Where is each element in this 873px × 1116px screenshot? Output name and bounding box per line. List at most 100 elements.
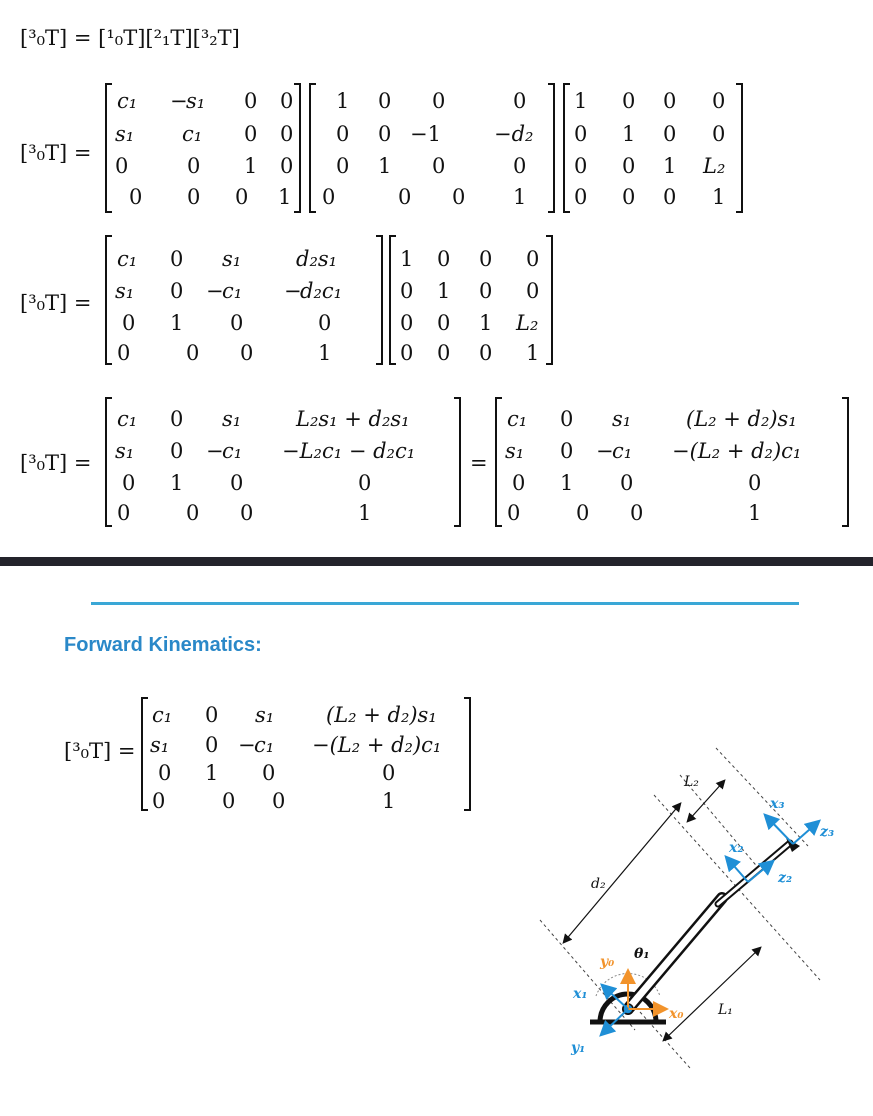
svg-text:1: 1 <box>437 279 450 303</box>
svg-text:1: 1 <box>748 501 761 525</box>
svg-text:s₁: s₁ <box>115 279 134 303</box>
svg-text:−: − <box>170 89 188 113</box>
svg-text:1: 1 <box>205 761 218 785</box>
svg-text:0: 0 <box>280 154 293 178</box>
svg-text:0: 0 <box>187 185 200 209</box>
svg-text:1: 1 <box>663 154 676 178</box>
svg-text:0: 0 <box>187 154 200 178</box>
svg-text:0: 0 <box>663 185 676 209</box>
svg-text:1: 1 <box>574 89 587 113</box>
svg-text:1: 1 <box>382 789 395 813</box>
svg-text:s₁: s₁ <box>222 407 241 431</box>
svg-text:0: 0 <box>452 185 465 209</box>
label-L1: L₁ <box>717 1002 733 1018</box>
svg-text:c₁: c₁ <box>612 439 632 463</box>
svg-text:0: 0 <box>170 439 183 463</box>
svg-text:0: 0 <box>115 154 128 178</box>
svg-text:0: 0 <box>122 311 135 335</box>
svg-text:−(L₂ + d₂)c₁: −(L₂ + d₂)c₁ <box>312 733 441 757</box>
svg-text:L₂: L₂ <box>515 311 538 335</box>
svg-text:0: 0 <box>437 341 450 365</box>
svg-text:0: 0 <box>622 185 635 209</box>
svg-text:0: 0 <box>479 247 492 271</box>
svg-text:1: 1 <box>170 471 183 495</box>
svg-text:s₁: s₁ <box>222 247 241 271</box>
svg-text:0: 0 <box>748 471 761 495</box>
label-x0: x₀ <box>668 1006 683 1022</box>
svg-text:0: 0 <box>620 471 633 495</box>
label-z2: z₂ <box>777 870 792 886</box>
svg-text:0: 0 <box>117 341 130 365</box>
svg-text:0: 0 <box>318 311 331 335</box>
svg-text:0: 0 <box>280 89 293 113</box>
svg-text:0: 0 <box>560 439 573 463</box>
svg-text:c₁: c₁ <box>117 247 137 271</box>
svg-text:0: 0 <box>663 122 676 146</box>
composition-equation: [³₀T] = [¹₀T][²₁T][³₂T] <box>20 26 240 50</box>
svg-text:1: 1 <box>479 311 492 335</box>
label-L2: L₂ <box>683 774 699 790</box>
svg-text:1: 1 <box>244 154 257 178</box>
svg-text:0: 0 <box>170 407 183 431</box>
svg-text:1: 1 <box>378 154 391 178</box>
svg-text:s₁: s₁ <box>150 733 169 757</box>
svg-text:0: 0 <box>205 733 218 757</box>
svg-text:c₁: c₁ <box>117 407 137 431</box>
frame-2-axes <box>724 854 776 883</box>
svg-text:0: 0 <box>560 407 573 431</box>
svg-text:0: 0 <box>280 122 293 146</box>
svg-text:s₁: s₁ <box>115 439 134 463</box>
svg-text:L₂: L₂ <box>702 154 725 178</box>
svg-text:−(L₂ + d₂)c₁: −(L₂ + d₂)c₁ <box>672 439 801 463</box>
svg-text:s₁: s₁ <box>612 407 631 431</box>
svg-text:−: − <box>206 279 224 303</box>
svg-text:−: − <box>284 279 302 303</box>
svg-text:0: 0 <box>479 341 492 365</box>
lhs-fk: [³₀T] = <box>64 739 136 763</box>
svg-text:0: 0 <box>526 279 539 303</box>
svg-text:0: 0 <box>574 185 587 209</box>
svg-text:0: 0 <box>158 761 171 785</box>
svg-text:d₂s₁: d₂s₁ <box>296 247 337 271</box>
robot-link <box>622 838 800 1015</box>
frame-0-axes <box>620 968 669 1017</box>
svg-text:1: 1 <box>622 122 635 146</box>
svg-text:1: 1 <box>336 89 349 113</box>
svg-text:0: 0 <box>170 279 183 303</box>
svg-text:−: − <box>596 439 614 463</box>
svg-text:0: 0 <box>712 89 725 113</box>
svg-text:0: 0 <box>400 279 413 303</box>
section-divider <box>0 557 873 566</box>
svg-text:0: 0 <box>230 311 243 335</box>
svg-text:1: 1 <box>170 311 183 335</box>
svg-text:c₁: c₁ <box>117 89 137 113</box>
svg-text:0: 0 <box>663 89 676 113</box>
svg-text:0: 0 <box>186 501 199 525</box>
svg-text:0: 0 <box>244 122 257 146</box>
svg-text:0: 0 <box>122 471 135 495</box>
accent-rule <box>91 602 799 605</box>
svg-text:−: − <box>238 733 256 757</box>
svg-text:0: 0 <box>186 341 199 365</box>
label-x2: x₂ <box>728 840 743 856</box>
svg-text:L₂s₁ + d₂s₁: L₂s₁ + d₂s₁ <box>295 407 410 431</box>
svg-text:0: 0 <box>622 89 635 113</box>
lhs-row-1: [³₀T] = <box>20 141 92 165</box>
dimension-arrows <box>562 779 762 1042</box>
svg-text:d₂c₁: d₂c₁ <box>300 279 342 303</box>
svg-text:0: 0 <box>222 789 235 813</box>
svg-text:0: 0 <box>513 154 526 178</box>
svg-text:0: 0 <box>235 185 248 209</box>
svg-text:0: 0 <box>262 761 275 785</box>
label-x3: x₃ <box>769 796 784 812</box>
svg-text:1: 1 <box>526 341 539 365</box>
svg-text:0: 0 <box>574 154 587 178</box>
svg-text:0: 0 <box>432 89 445 113</box>
svg-text:0: 0 <box>336 154 349 178</box>
frame-3-axes <box>763 813 822 845</box>
